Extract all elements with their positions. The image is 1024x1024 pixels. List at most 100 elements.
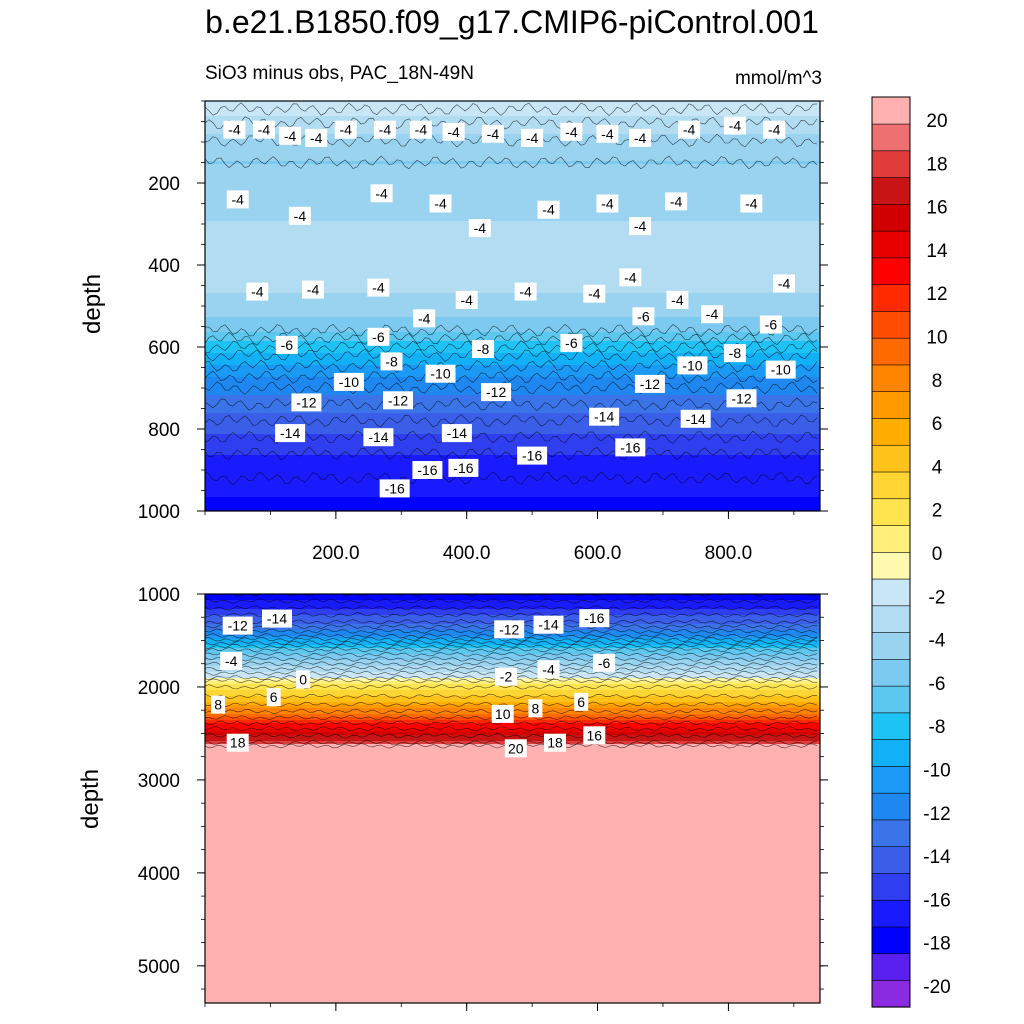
contour-band	[205, 876, 820, 880]
contour-label-box	[763, 120, 786, 139]
contour-band	[205, 224, 820, 228]
colorbar-box	[871, 979, 911, 1008]
contour-label-box	[740, 194, 763, 213]
contour-band	[205, 927, 820, 931]
contour-label-text: -4	[768, 122, 781, 138]
contour-label: -4	[442, 122, 465, 141]
contour-band	[205, 918, 820, 922]
contour-band	[205, 239, 820, 243]
panel-frame	[204, 593, 821, 1004]
contour-band	[205, 732, 820, 736]
contour-band	[205, 960, 820, 964]
contour-label-box	[448, 458, 479, 477]
contour-label-text: -14	[368, 429, 388, 445]
contour-label: -4	[302, 280, 324, 299]
contour-label: -14	[275, 424, 306, 443]
contour-band	[205, 440, 820, 444]
contour-label-box	[334, 120, 357, 139]
contour-band	[205, 473, 820, 477]
contour-band	[205, 612, 820, 616]
contour-label-box	[333, 372, 364, 391]
contour-band	[205, 317, 820, 321]
contour-band	[205, 248, 820, 252]
contour-band	[205, 813, 820, 817]
contour-band	[205, 873, 820, 877]
contour-label: -12	[291, 393, 322, 412]
contour-label-text: -4	[565, 124, 578, 140]
contour-label-box	[472, 340, 495, 358]
contour-band	[205, 323, 820, 327]
contour-label: -12	[481, 383, 512, 402]
contour-band	[205, 485, 820, 489]
contour-band	[205, 975, 820, 979]
contour-band	[205, 347, 820, 351]
contour-band	[205, 242, 820, 246]
colorbar-box	[871, 391, 911, 419]
contour-label-text: -2	[500, 669, 513, 685]
contour-label-box	[537, 660, 560, 679]
contour-label: -4	[583, 284, 606, 303]
contour-band	[205, 167, 820, 171]
contour-label-box	[413, 309, 436, 328]
contour-label: 16	[583, 726, 606, 745]
colorbar-box	[871, 337, 911, 366]
contour-band	[205, 191, 820, 195]
contour-label-text: -4	[588, 286, 601, 302]
contour-band	[205, 762, 820, 766]
contour-band	[205, 380, 820, 384]
contour-band	[205, 203, 820, 207]
contour-band	[205, 194, 820, 198]
contour-band	[205, 482, 820, 486]
contour-band	[205, 395, 820, 399]
contour-band	[205, 149, 820, 153]
contour-label-text: 18	[547, 735, 563, 751]
contour-band	[205, 726, 820, 730]
contour-band	[205, 422, 820, 426]
colorbar-tick-label: -8	[929, 717, 946, 738]
contour-band	[205, 182, 820, 186]
y-tick-label: 200	[148, 174, 180, 195]
contour-label-text: -4	[258, 122, 271, 138]
contour-line	[205, 340, 818, 354]
x-tick-label: 600.0	[574, 543, 622, 564]
contour-label: -4	[773, 274, 795, 293]
contour-band	[205, 990, 820, 994]
contour-band	[205, 305, 820, 309]
contour-band	[205, 227, 820, 231]
contour-line	[205, 733, 818, 739]
contour-label-text: 8	[532, 700, 540, 716]
contour-band	[205, 392, 820, 396]
contour-label: -10	[765, 360, 796, 379]
contour-label-text: -4	[542, 661, 555, 677]
contour-band	[205, 464, 820, 468]
contour-band	[205, 332, 820, 336]
contour-band	[205, 446, 820, 450]
contour-label-box	[291, 393, 322, 412]
contour-label-text: -14	[267, 611, 287, 627]
contour-band	[205, 209, 820, 213]
contour-label: 8	[211, 695, 226, 714]
contour-band	[205, 173, 820, 177]
colorbar-tick-label: 4	[932, 457, 943, 478]
contour-band	[205, 470, 820, 474]
contour-band	[205, 660, 820, 664]
contour-label-box	[632, 307, 655, 326]
colorbar-box	[871, 953, 911, 981]
contour-band	[205, 909, 820, 913]
contour-label-text: -4	[372, 280, 385, 296]
y-tick-label: 1000	[138, 502, 180, 523]
contour-band	[205, 491, 820, 495]
contour-band	[205, 723, 820, 727]
contour-band	[205, 648, 820, 652]
contour-band	[205, 867, 820, 871]
colorbar-box	[871, 257, 911, 285]
colorbar-tick-label: 10	[926, 328, 947, 349]
contour-label: -12	[726, 389, 757, 408]
y-tick-label: 4000	[138, 864, 180, 885]
colorbar-box	[871, 658, 911, 687]
colorbar-tick-label: 2	[932, 501, 943, 522]
colorbar-box	[871, 631, 911, 660]
contour-band	[205, 786, 820, 790]
contour-band	[205, 882, 820, 886]
